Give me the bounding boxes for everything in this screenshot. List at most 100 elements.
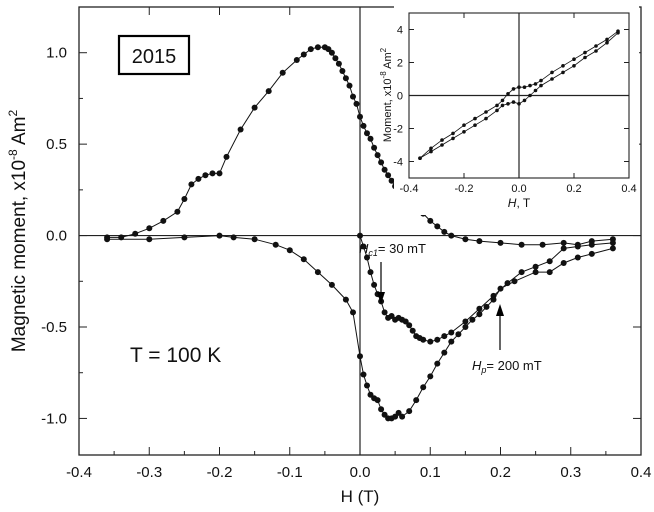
hp-label: Hp= 200 mT xyxy=(472,358,542,375)
main-series-2-point xyxy=(462,324,469,330)
inset-series xyxy=(418,29,620,160)
hc1-value: = 30 mT xyxy=(378,241,426,256)
main-series-1-point xyxy=(342,75,349,82)
inset-series-1-point xyxy=(605,40,609,45)
main-series-3-point xyxy=(448,329,455,336)
main-series-2-point xyxy=(230,234,237,241)
main-series-2-point xyxy=(399,413,406,420)
main-series-1-point xyxy=(367,135,374,142)
main-series-2-point xyxy=(532,269,539,276)
main-series-2-point xyxy=(378,406,385,413)
main-series-1-point xyxy=(427,217,434,224)
main-y-label-unit-exp: 2 xyxy=(6,110,20,117)
inset-series-2-point xyxy=(473,116,477,121)
inset-series-2-point xyxy=(484,110,488,114)
main-series-3-point xyxy=(427,338,434,345)
inset-x-tick-label: -0.2 xyxy=(455,183,474,195)
main-series-1-point xyxy=(279,69,286,76)
inset-series-1-point xyxy=(495,108,499,113)
inset-series-1-point xyxy=(462,130,466,134)
main-series-2-point xyxy=(476,311,483,318)
main-series-3-point xyxy=(560,245,567,252)
inset-series-2-point xyxy=(533,82,538,86)
main-series-1-point xyxy=(174,208,181,215)
main-series-1-point xyxy=(448,232,455,239)
main-x-axis-label: H (T) xyxy=(341,487,380,506)
inset-series-1-point xyxy=(594,49,598,53)
main-series-2-point xyxy=(342,296,349,303)
main-series-1-point xyxy=(209,170,216,177)
main-series-2-point xyxy=(560,260,567,266)
main-series-3-point xyxy=(434,336,441,343)
main-x-tick-label: 0.0 xyxy=(350,464,371,481)
main-series-2-point xyxy=(497,285,504,292)
hp-value: = 200 mT xyxy=(486,358,541,373)
main-series-1-point xyxy=(388,177,395,184)
main-series-3-point xyxy=(406,322,413,329)
main-series-3-point xyxy=(367,269,374,276)
inset-y-label-unit-exp: 2 xyxy=(379,47,388,52)
inset-series-2-point xyxy=(550,70,554,75)
main-series-1-point xyxy=(518,241,525,248)
main-series-3-point xyxy=(462,318,469,325)
inset-y-label-unit: Am xyxy=(382,52,394,71)
inset-series-2-point xyxy=(440,138,444,142)
main-series-1-point xyxy=(539,241,546,248)
main-y-tick-label: 0.0 xyxy=(46,228,67,245)
main-series-1-point xyxy=(385,172,392,179)
inset-x-tick-label: -0.4 xyxy=(400,183,419,195)
inset-series-1-point xyxy=(539,83,543,88)
main-series-1-point xyxy=(293,57,300,63)
main-series-1-point xyxy=(307,46,314,53)
hc1-subscript: c1 xyxy=(368,248,378,258)
main-series-2-point xyxy=(357,353,363,360)
hp-symbol: H xyxy=(472,358,482,373)
main-series-1-point xyxy=(188,181,195,188)
inset-series-1-point xyxy=(440,143,444,147)
inset-series-1-point xyxy=(528,93,532,98)
inset-series-2-point xyxy=(418,156,422,160)
main-series-2-point xyxy=(427,373,434,380)
inset-zero-lines xyxy=(409,13,629,178)
year-box xyxy=(117,34,191,76)
main-series-2-point xyxy=(406,408,413,415)
main-y-tick-label: -0.5 xyxy=(41,319,67,336)
inset-series-1-point xyxy=(484,116,488,121)
inset-series-2-point xyxy=(616,29,620,33)
main-y-tick-label: 1.0 xyxy=(46,45,67,62)
main-series-2-point xyxy=(574,254,581,261)
main-series-1-point xyxy=(560,239,567,246)
main-series-1-point xyxy=(476,238,483,245)
inset-x-axis-label: H, T xyxy=(508,196,531,210)
inset-series-1-point xyxy=(517,102,521,106)
hp-subscript: p xyxy=(480,365,486,375)
main-y-label-unit: Am xyxy=(9,117,30,150)
main-x-tick-label: -0.1 xyxy=(277,464,303,481)
main-series-2-point xyxy=(420,384,427,391)
inset-y-tick-label: 4 xyxy=(397,25,403,37)
main-series-1-point xyxy=(160,217,167,224)
main-series-1-point xyxy=(237,126,244,133)
inset-series-1-point xyxy=(511,100,516,104)
main-series-2-point xyxy=(216,232,223,239)
main-series-1-point xyxy=(441,228,448,235)
inset-series-2-point xyxy=(583,50,587,55)
inset-series-2-point xyxy=(517,85,521,89)
main-x-tick-label: -0.3 xyxy=(136,464,162,481)
inset-series-2-point xyxy=(495,103,499,108)
main-series-1-point xyxy=(378,159,385,166)
inset-series-1-point xyxy=(522,98,527,103)
main-series-2-point xyxy=(609,245,616,252)
inset-series-2-point xyxy=(539,78,543,83)
main-series-1-point xyxy=(216,170,223,177)
main-x-tick-label: 0.2 xyxy=(490,464,511,481)
main-series-1-point xyxy=(381,166,388,173)
main-series-2-point xyxy=(300,256,307,263)
main-series-2-point xyxy=(448,338,455,345)
main-series-3-point xyxy=(490,292,497,299)
main-series-1-point xyxy=(339,68,346,74)
main-series-1-point xyxy=(462,236,469,243)
main-series-1-point xyxy=(353,100,360,107)
main-series-3-point xyxy=(357,232,363,239)
